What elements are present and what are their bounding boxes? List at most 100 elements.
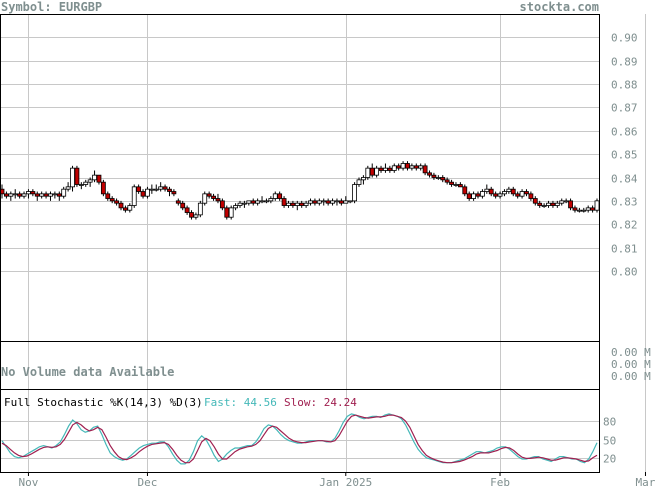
- candle-body: [123, 208, 127, 210]
- candle-body: [309, 201, 313, 203]
- candle-body: [141, 192, 145, 197]
- candle-body: [247, 201, 251, 203]
- candle-body: [291, 203, 295, 205]
- candle-body: [150, 189, 154, 190]
- candle-body: [339, 201, 343, 203]
- candle-body: [278, 194, 282, 199]
- price-tick-label: 0.82: [611, 219, 638, 232]
- candle-body: [106, 194, 110, 199]
- candle-body: [260, 201, 264, 202]
- candle-body: [586, 208, 590, 210]
- candle-body: [494, 194, 498, 196]
- slow-label: Slow: 24.24: [284, 396, 357, 409]
- candle-body: [326, 201, 330, 203]
- candle-body: [322, 201, 326, 202]
- candle-body: [361, 178, 365, 180]
- candle-body: [234, 206, 238, 208]
- candle-body: [35, 194, 39, 196]
- candle-body: [79, 185, 83, 186]
- candle-body: [520, 192, 524, 197]
- candle-body: [441, 178, 445, 180]
- candle-body: [476, 194, 480, 196]
- candle-body: [198, 203, 202, 215]
- candle-body: [190, 213, 194, 218]
- x-tick-label: Jan 2025: [319, 476, 372, 486]
- candle-body: [507, 189, 511, 191]
- candle-body: [401, 163, 405, 168]
- candle-body: [282, 199, 286, 206]
- candle-body: [225, 208, 229, 217]
- candle-body: [502, 192, 506, 194]
- volume-panel: No Volume data Available 0.00 M0.00 M0.0…: [1, 346, 651, 383]
- candle-body: [13, 194, 17, 195]
- candle-body: [194, 215, 198, 217]
- candle-body: [450, 182, 454, 184]
- candle-body: [551, 203, 555, 205]
- candle-body: [88, 180, 92, 182]
- candle-body: [159, 187, 163, 189]
- candle-body: [97, 175, 101, 182]
- candle-body: [207, 194, 211, 196]
- candle-body: [110, 199, 114, 201]
- candle-body: [538, 203, 542, 205]
- candle-body: [238, 203, 242, 205]
- candle-body: [529, 194, 533, 199]
- candle-body: [428, 173, 432, 175]
- candle-body: [357, 180, 361, 185]
- candle-body: [212, 196, 216, 198]
- candle-body: [511, 189, 515, 194]
- candle-body: [22, 194, 26, 196]
- candle-body: [137, 187, 141, 192]
- candle-body: [256, 201, 260, 203]
- candle-body: [582, 210, 586, 211]
- candle-body: [423, 166, 427, 173]
- candle-body: [331, 201, 335, 203]
- candle-body: [75, 168, 79, 184]
- candle-body: [181, 203, 185, 208]
- candle-body: [251, 201, 255, 203]
- candle-body: [555, 203, 559, 205]
- candle-body: [564, 201, 568, 202]
- candle-body: [388, 168, 392, 170]
- price-tick-label: 0.88: [611, 79, 638, 92]
- candle-body: [348, 201, 352, 202]
- candle-body: [313, 201, 317, 203]
- candle-body: [300, 203, 304, 205]
- candle-body: [84, 182, 88, 184]
- stoch-tick-label: 50: [603, 435, 616, 448]
- candle-body: [216, 199, 220, 201]
- candle-body: [370, 168, 374, 175]
- candle-body: [480, 192, 484, 197]
- candle-body: [344, 201, 348, 203]
- stochastic-title: Full Stochastic %K(14,3) %D(3): [4, 396, 203, 409]
- candle-body: [591, 208, 595, 210]
- candle-body: [463, 187, 467, 194]
- candle-body: [304, 203, 308, 205]
- stochastic-panel: Full Stochastic %K(14,3) %D(3) Fast: 44.…: [0, 396, 616, 466]
- candle-body: [57, 194, 61, 196]
- candle-body: [547, 203, 551, 205]
- stoch-line-slow: [2, 415, 597, 463]
- candle-body: [560, 201, 564, 203]
- candle-body: [569, 201, 573, 208]
- candle-body: [577, 210, 581, 211]
- candle-body: [167, 189, 171, 191]
- stoch-tick-label: 80: [603, 416, 616, 429]
- x-tick-label: Dec: [138, 476, 158, 486]
- x-tick-label: Nov: [19, 476, 39, 486]
- candle-body: [66, 187, 70, 189]
- candle-body: [405, 163, 409, 168]
- price-tick-label: 0.80: [611, 266, 638, 279]
- price-tick-label: 0.87: [611, 102, 638, 115]
- price-tick-label: 0.85: [611, 149, 638, 162]
- candle-body: [472, 194, 476, 199]
- candle-body: [533, 199, 537, 204]
- candle-body: [467, 194, 471, 199]
- candle-body: [542, 206, 546, 207]
- candle-body: [18, 194, 22, 196]
- candle-body: [115, 201, 119, 203]
- candle-body: [128, 206, 132, 211]
- fast-label: Fast: 44.56: [204, 396, 277, 409]
- x-axis: Nov Dec Jan 2025 Feb Mar: [19, 472, 655, 486]
